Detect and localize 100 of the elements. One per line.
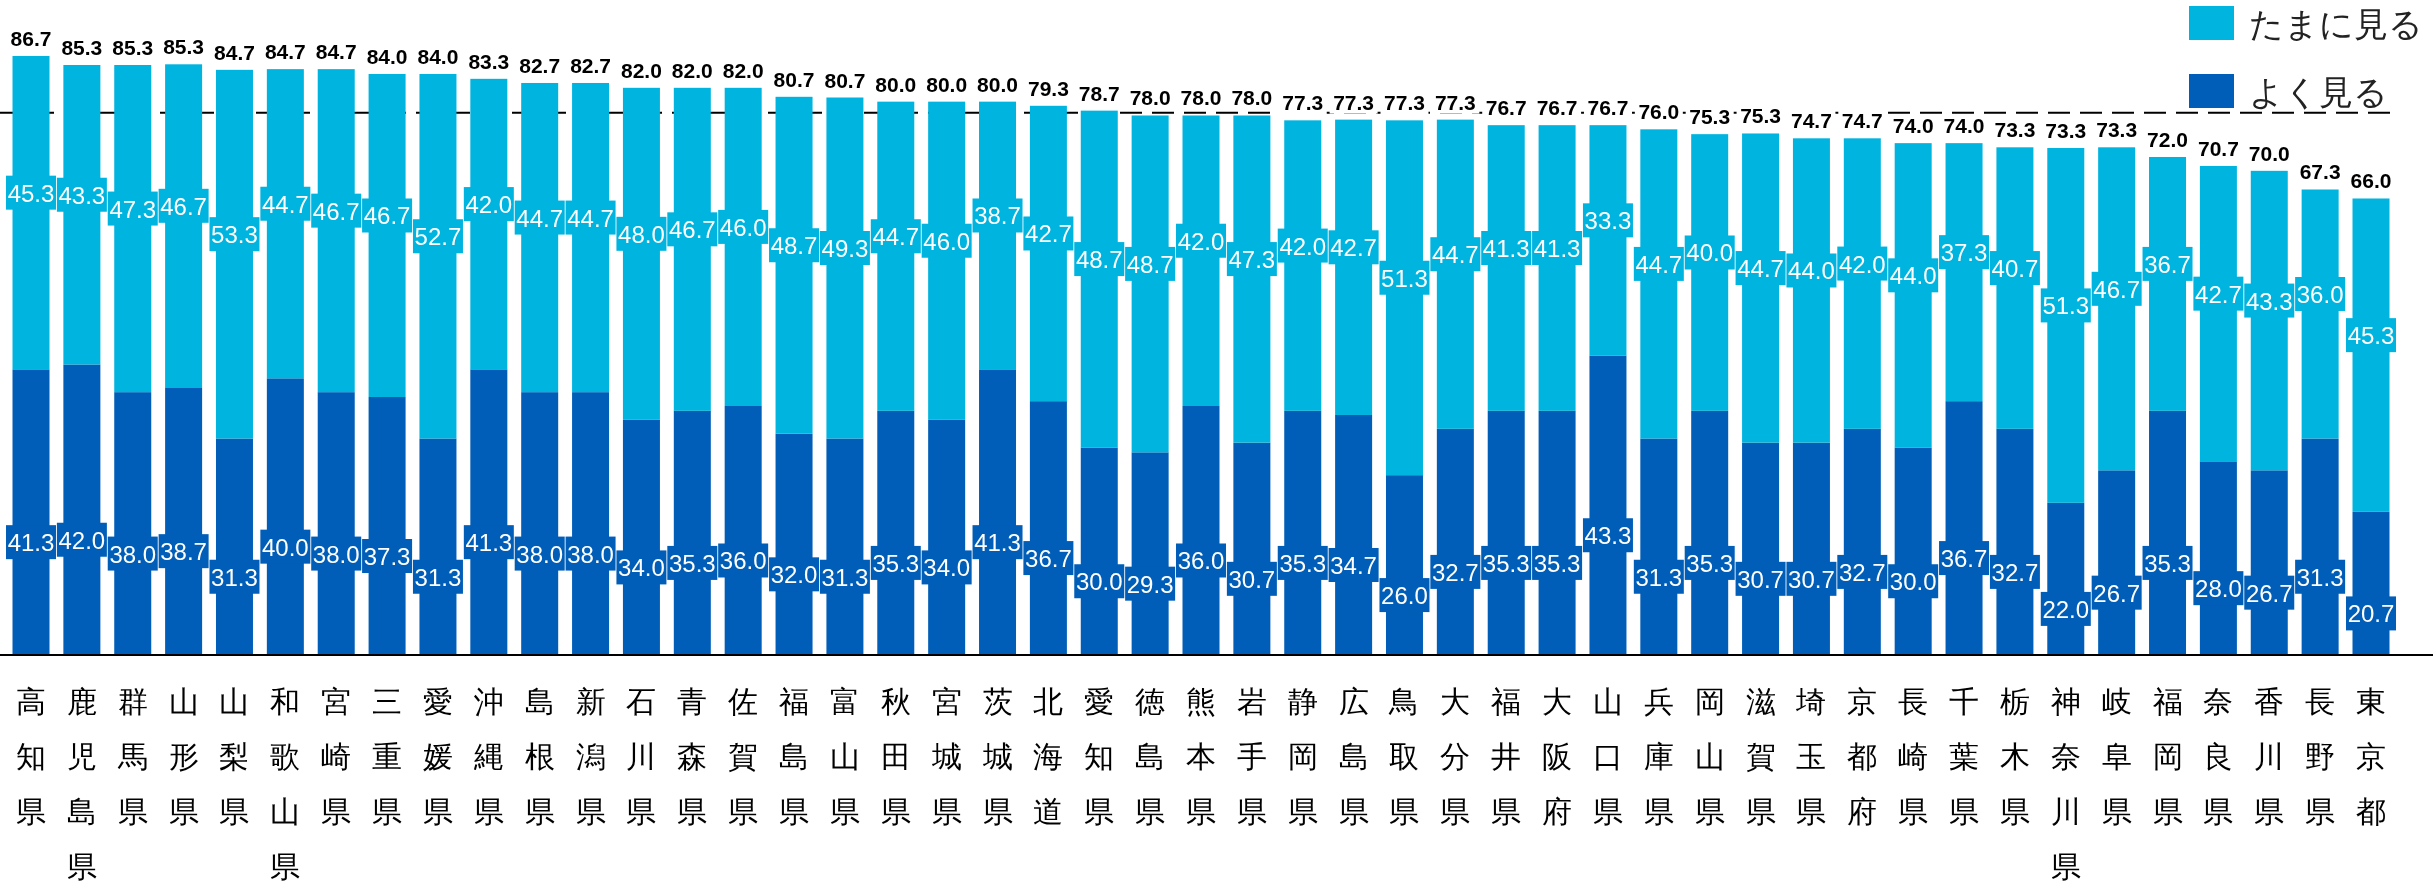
total-label: 70.7 bbox=[2197, 136, 2239, 160]
total-label: 84.7 bbox=[315, 40, 357, 64]
data-label: 36.0 bbox=[719, 547, 767, 575]
data-label: 43.3 bbox=[1584, 522, 1632, 550]
data-label: 38.7 bbox=[160, 538, 207, 566]
total-label: 79.3 bbox=[1027, 76, 1069, 100]
data-label: 46.0 bbox=[923, 227, 971, 255]
data-label: 40.0 bbox=[1686, 239, 1734, 267]
data-label: 31.3 bbox=[211, 563, 258, 591]
x-tick-label: 徳島県 bbox=[1135, 685, 1166, 828]
data-label: 48.7 bbox=[770, 232, 818, 260]
data-label: 41.3 bbox=[465, 529, 513, 557]
total-label: 74.7 bbox=[1791, 109, 1832, 133]
data-label: 31.3 bbox=[821, 563, 869, 591]
data-label: 36.7 bbox=[1025, 545, 1072, 573]
data-label: 28.0 bbox=[2195, 575, 2242, 603]
data-label: 44.7 bbox=[261, 190, 309, 218]
data-label: 44.7 bbox=[872, 223, 920, 251]
x-tick-label: 沖縄県 bbox=[472, 685, 504, 828]
data-label: 35.3 bbox=[2144, 549, 2191, 577]
x-tick-label: 岡山県 bbox=[1694, 685, 1725, 828]
x-tick-label: 広島県 bbox=[1338, 685, 1369, 828]
total-label: 80.0 bbox=[977, 72, 1018, 96]
data-label: 30.7 bbox=[1737, 565, 1784, 593]
data-label: 36.0 bbox=[1177, 547, 1225, 575]
data-label: 41.3 bbox=[7, 529, 55, 557]
x-tick-label: 京都府 bbox=[1847, 685, 1878, 828]
x-tick-label: 静岡県 bbox=[1287, 685, 1318, 828]
total-label: 74.7 bbox=[1841, 109, 1883, 133]
x-tick-label: 鳥取県 bbox=[1388, 685, 1420, 828]
data-label: 41.3 bbox=[1533, 235, 1581, 262]
total-label: 82.0 bbox=[722, 58, 764, 82]
data-label: 42.7 bbox=[2195, 280, 2242, 308]
total-label: 75.3 bbox=[1740, 104, 1781, 128]
data-label: 20.7 bbox=[2347, 600, 2395, 628]
total-label: 77.3 bbox=[1333, 90, 1375, 114]
x-tick-label: 高知県 bbox=[16, 685, 46, 828]
total-label: 85.3 bbox=[163, 35, 205, 59]
data-label: 46.7 bbox=[668, 216, 716, 244]
data-label: 30.0 bbox=[1075, 568, 1123, 596]
x-tick-label: 秋田県 bbox=[880, 685, 911, 828]
x-tick-label: 福岡県 bbox=[2152, 685, 2183, 828]
data-label: 34.0 bbox=[923, 554, 971, 582]
x-tick-label: 富山県 bbox=[829, 685, 860, 828]
data-label: 36.7 bbox=[2144, 250, 2191, 278]
total-label: 72.0 bbox=[2147, 127, 2188, 151]
total-label: 73.3 bbox=[2045, 118, 2087, 142]
x-tick-label: 和歌山県 bbox=[270, 685, 301, 883]
total-label: 67.3 bbox=[2299, 160, 2341, 184]
data-label: 35.3 bbox=[1533, 549, 1581, 577]
data-label: 32.7 bbox=[1431, 558, 1479, 586]
data-label: 48.7 bbox=[1126, 250, 1174, 278]
data-label: 38.7 bbox=[974, 202, 1021, 230]
x-tick-label: 福島県 bbox=[779, 685, 810, 828]
data-label: 52.7 bbox=[414, 223, 462, 251]
data-label: 42.0 bbox=[1838, 250, 1886, 278]
data-label: 43.3 bbox=[58, 181, 106, 209]
data-label: 35.3 bbox=[1482, 549, 1530, 577]
legend-label: たまに見る bbox=[2249, 5, 2423, 43]
data-label: 38.0 bbox=[109, 540, 157, 568]
x-tick-label: 新潟県 bbox=[575, 685, 606, 828]
data-label: 40.7 bbox=[1991, 255, 2039, 283]
total-label: 77.3 bbox=[1384, 91, 1425, 115]
total-label: 76.7 bbox=[1587, 96, 1629, 120]
data-label: 38.0 bbox=[567, 540, 614, 568]
x-tick-label: 宮崎県 bbox=[321, 685, 352, 828]
data-label: 45.3 bbox=[7, 179, 55, 207]
data-label: 38.0 bbox=[312, 540, 360, 568]
data-label: 46.7 bbox=[160, 192, 207, 220]
data-label: 35.3 bbox=[668, 549, 716, 577]
data-label: 31.3 bbox=[2296, 563, 2344, 591]
x-tick-label: 岐阜県 bbox=[2101, 685, 2132, 828]
x-tick-label: 島根県 bbox=[524, 685, 555, 828]
total-label: 80.0 bbox=[875, 72, 917, 96]
x-tick-label: 愛媛県 bbox=[422, 685, 453, 828]
x-tick-label: 山梨県 bbox=[219, 685, 250, 828]
data-label: 40.0 bbox=[261, 533, 309, 561]
total-label: 86.7 bbox=[10, 27, 52, 50]
total-label: 74.0 bbox=[1943, 114, 1985, 138]
data-label: 33.3 bbox=[1584, 207, 1632, 235]
data-label: 42.7 bbox=[1330, 234, 1377, 262]
total-label: 80.0 bbox=[926, 72, 968, 96]
data-label: 30.0 bbox=[1889, 568, 1937, 596]
data-label: 30.7 bbox=[1228, 565, 1276, 593]
total-label: 82.7 bbox=[570, 53, 611, 77]
data-label: 46.0 bbox=[719, 213, 767, 241]
total-label: 73.3 bbox=[2096, 118, 2138, 142]
x-tick-label: 群馬県 bbox=[116, 685, 148, 828]
total-label: 66.0 bbox=[2350, 169, 2392, 193]
data-label: 41.3 bbox=[1482, 235, 1530, 262]
total-label: 77.3 bbox=[1434, 90, 1476, 114]
x-tick-label: 福井県 bbox=[1491, 685, 1522, 828]
total-label: 78.7 bbox=[1078, 81, 1120, 105]
x-tick-label: 北海道 bbox=[1033, 685, 1064, 828]
x-tick-label: 滋賀県 bbox=[1745, 685, 1776, 828]
data-label: 42.0 bbox=[465, 191, 513, 219]
x-tick-label: 大阪府 bbox=[1542, 685, 1573, 828]
data-label: 32.0 bbox=[770, 561, 818, 589]
data-label: 44.0 bbox=[1788, 257, 1835, 285]
data-label: 26.0 bbox=[1381, 582, 1428, 610]
